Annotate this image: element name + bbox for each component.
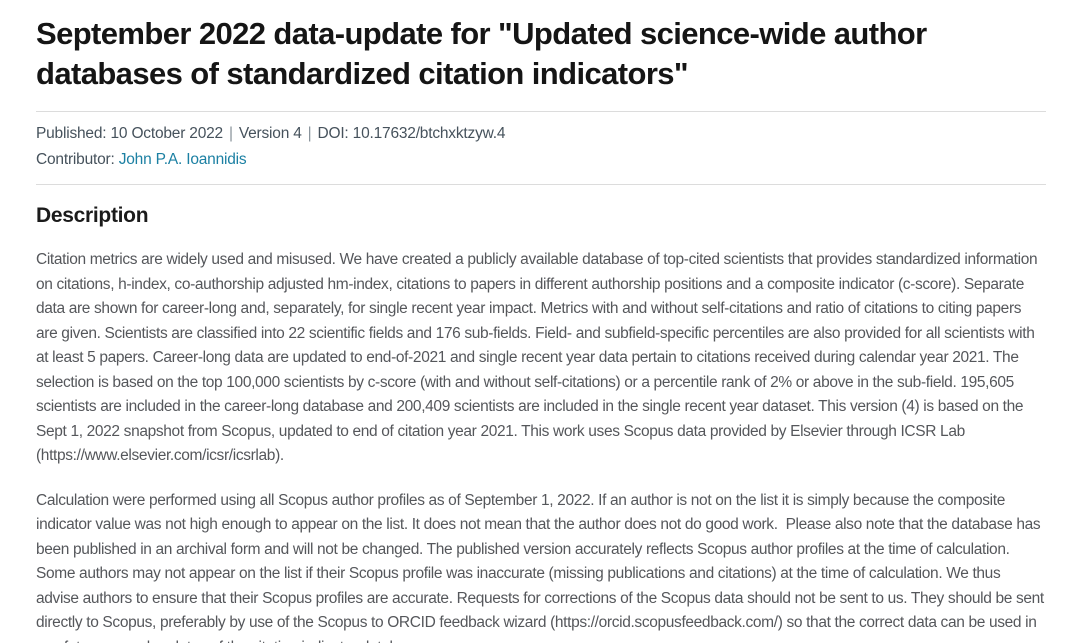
description-paragraph-1: Citation metrics are widely used and mis… bbox=[36, 251, 1042, 464]
doi-value: 10.17632/btchxktzyw.4 bbox=[352, 125, 506, 142]
published-row: Published: 10 October 2022 | Version 4 | DOI… bbox=[36, 121, 1046, 147]
version-text: Version 4 bbox=[238, 125, 302, 142]
description-heading: Description bbox=[36, 204, 149, 227]
contributor-link[interactable]: John P.A. Ioannidis bbox=[118, 151, 247, 168]
contributor-row: Contributor: John P.A. Ioannidis bbox=[36, 147, 1046, 173]
published-label: Published: bbox=[36, 125, 107, 142]
page-title: September 2022 data-update for "Updated … bbox=[36, 16, 927, 91]
pipe-separator: | bbox=[228, 125, 233, 142]
doi-label: DOI: bbox=[317, 125, 349, 142]
pipe-separator: | bbox=[307, 125, 312, 142]
published-date: 10 October 2022 bbox=[110, 125, 224, 142]
contributor-label: Contributor: bbox=[36, 151, 115, 168]
metadata-block: Published: 10 October 2022 | Version 4 | DOI… bbox=[36, 111, 1046, 185]
description-paragraph-2: Calculation were performed using all Sco… bbox=[36, 491, 1044, 643]
